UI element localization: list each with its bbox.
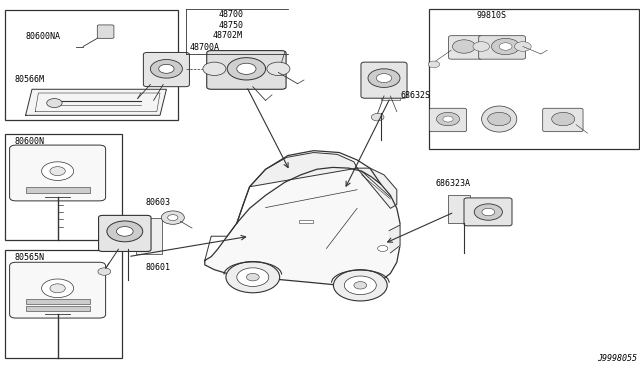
FancyBboxPatch shape bbox=[464, 198, 512, 226]
FancyBboxPatch shape bbox=[479, 36, 525, 59]
Polygon shape bbox=[357, 168, 397, 208]
Text: 80601: 80601 bbox=[146, 263, 171, 272]
Circle shape bbox=[443, 116, 453, 122]
Text: 80600NA: 80600NA bbox=[26, 32, 61, 41]
FancyBboxPatch shape bbox=[207, 51, 286, 89]
Bar bbox=[5, 250, 122, 358]
Circle shape bbox=[428, 61, 440, 68]
Circle shape bbox=[116, 227, 133, 236]
Circle shape bbox=[371, 113, 384, 121]
Circle shape bbox=[515, 42, 531, 51]
Circle shape bbox=[237, 268, 269, 286]
Circle shape bbox=[436, 112, 460, 126]
Text: 80565N: 80565N bbox=[14, 253, 44, 262]
Circle shape bbox=[246, 273, 259, 281]
Circle shape bbox=[226, 262, 280, 293]
Circle shape bbox=[227, 58, 266, 80]
Circle shape bbox=[42, 279, 74, 298]
Circle shape bbox=[452, 40, 476, 53]
Circle shape bbox=[368, 69, 400, 87]
Circle shape bbox=[161, 211, 184, 224]
Circle shape bbox=[499, 43, 512, 50]
Circle shape bbox=[237, 63, 256, 74]
Circle shape bbox=[203, 62, 226, 76]
Bar bbox=[5, 10, 178, 120]
Circle shape bbox=[159, 64, 174, 73]
FancyBboxPatch shape bbox=[143, 52, 189, 87]
Text: 686323A: 686323A bbox=[435, 179, 470, 187]
Bar bbox=[448, 195, 470, 223]
Text: 48700A: 48700A bbox=[189, 43, 220, 52]
Bar bbox=[5, 134, 122, 240]
Circle shape bbox=[107, 221, 143, 242]
Bar bbox=[429, 9, 639, 149]
Polygon shape bbox=[205, 167, 400, 287]
Circle shape bbox=[50, 284, 65, 293]
Polygon shape bbox=[26, 89, 166, 115]
Circle shape bbox=[354, 282, 367, 289]
FancyBboxPatch shape bbox=[543, 108, 583, 132]
Text: 68632S: 68632S bbox=[401, 92, 431, 100]
Bar bbox=[136, 218, 162, 254]
Circle shape bbox=[150, 60, 182, 78]
Text: 80566M: 80566M bbox=[14, 75, 44, 84]
FancyBboxPatch shape bbox=[10, 145, 106, 201]
Circle shape bbox=[378, 246, 388, 251]
Circle shape bbox=[376, 74, 392, 83]
Circle shape bbox=[488, 112, 511, 126]
Circle shape bbox=[168, 215, 178, 221]
FancyBboxPatch shape bbox=[99, 215, 151, 251]
Circle shape bbox=[552, 112, 575, 126]
Bar bbox=[299, 220, 313, 223]
FancyBboxPatch shape bbox=[10, 262, 106, 318]
Polygon shape bbox=[250, 153, 357, 187]
FancyBboxPatch shape bbox=[449, 36, 483, 59]
FancyBboxPatch shape bbox=[361, 62, 407, 98]
Text: J9998055: J9998055 bbox=[596, 354, 637, 363]
Circle shape bbox=[344, 276, 376, 295]
Text: 48700: 48700 bbox=[219, 10, 244, 19]
Circle shape bbox=[98, 268, 111, 275]
Circle shape bbox=[492, 38, 520, 55]
Circle shape bbox=[333, 270, 387, 301]
Circle shape bbox=[482, 208, 495, 216]
Circle shape bbox=[267, 62, 290, 76]
Ellipse shape bbox=[482, 106, 517, 132]
Circle shape bbox=[47, 99, 62, 108]
Circle shape bbox=[50, 167, 65, 176]
Text: 80600N: 80600N bbox=[14, 137, 44, 146]
Bar bbox=[26, 187, 90, 193]
Text: 99810S: 99810S bbox=[477, 11, 507, 20]
Polygon shape bbox=[389, 225, 400, 253]
Bar bbox=[26, 306, 90, 311]
Text: 48750: 48750 bbox=[219, 21, 244, 30]
FancyBboxPatch shape bbox=[429, 108, 467, 132]
Text: 48702M: 48702M bbox=[212, 31, 243, 40]
Circle shape bbox=[42, 162, 74, 180]
Circle shape bbox=[473, 42, 490, 51]
Bar bbox=[26, 299, 90, 304]
Bar bbox=[381, 67, 400, 100]
Text: 80603: 80603 bbox=[146, 198, 171, 207]
FancyBboxPatch shape bbox=[97, 25, 114, 38]
Circle shape bbox=[474, 204, 502, 220]
